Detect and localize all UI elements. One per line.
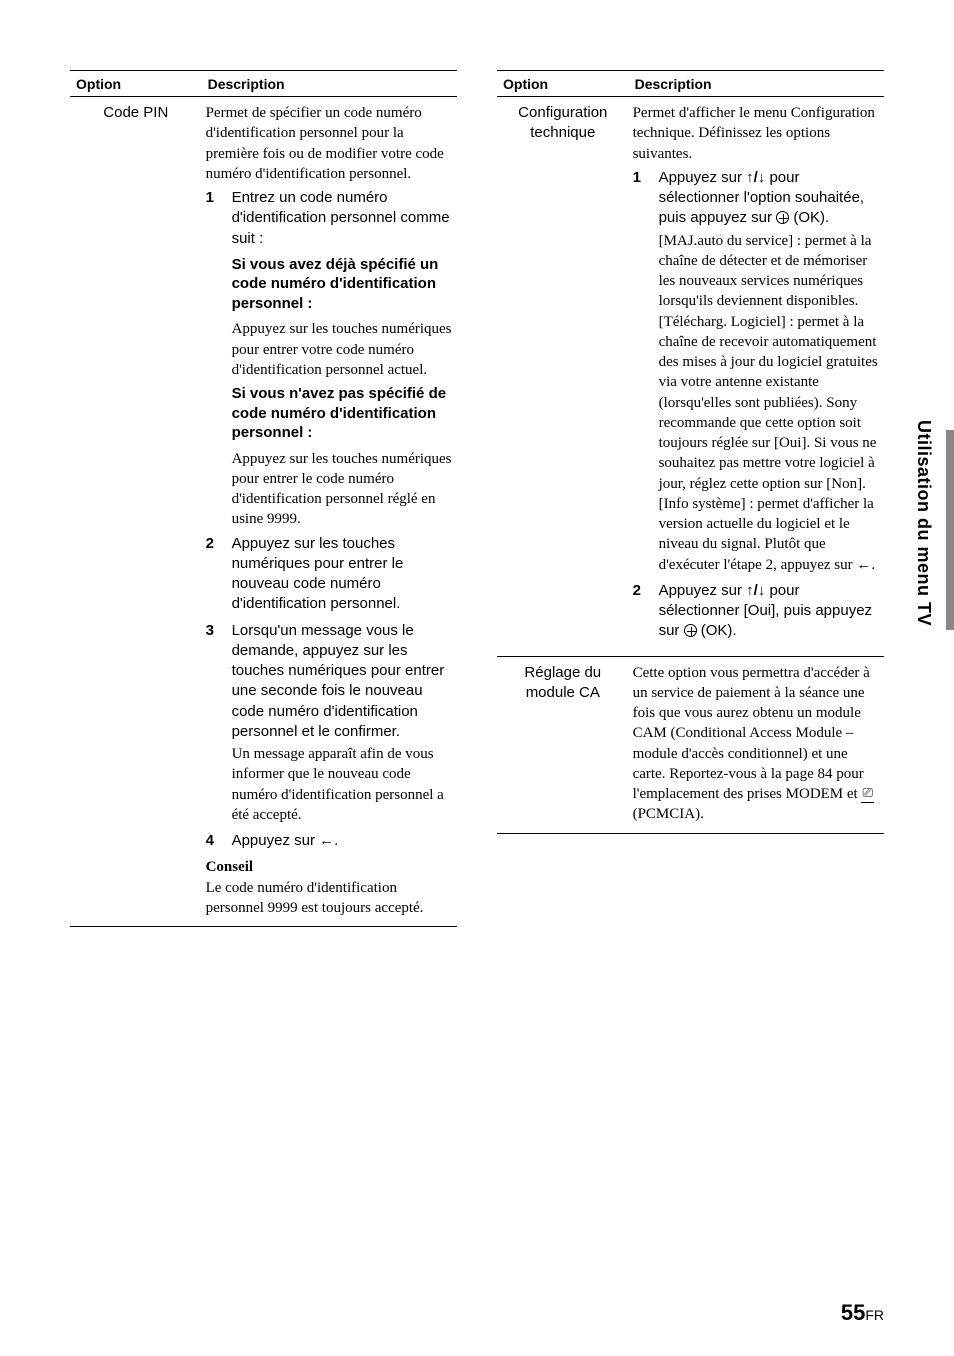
side-label: Utilisation du menu TV <box>913 420 934 626</box>
left-header-option: Option <box>70 71 202 97</box>
right-desc-config: Permet d'afficher le menu Configuration … <box>629 97 884 657</box>
right-option-module-ca: Réglage du module CA <box>497 656 629 833</box>
up-down-arrow-icon: ↑/↓ <box>746 169 765 186</box>
left-column: Option Description Code PIN Permet de sp… <box>70 70 457 927</box>
step-number: 2 <box>633 581 641 601</box>
tip-heading: Conseil <box>206 857 453 877</box>
intro-text: Permet de spécifier un code numéro d'ide… <box>206 103 453 184</box>
step-1: 1 Entrez un code numéro d'identification… <box>206 188 453 249</box>
page-number-suffix: FR <box>865 1307 884 1323</box>
pcmcia-slot-icon: ⎚ <box>861 784 873 803</box>
step-4-post: . <box>334 832 338 849</box>
step-4: 4 Appuyez sur ←. <box>206 831 453 851</box>
right-column: Option Description Configuration techniq… <box>497 70 884 927</box>
step-3: 3 Lorsqu'un message vous le demande, app… <box>206 621 453 826</box>
ok-icon <box>776 211 789 224</box>
right-option-config: Configuration technique <box>497 97 629 657</box>
left-header-description: Description <box>202 71 457 97</box>
left-arrow-icon: ← <box>319 832 334 849</box>
module-ca-text-post: (PCMCIA). <box>633 806 704 822</box>
ok-icon <box>684 624 697 637</box>
right-desc-module-ca: Cette option vous permettra d'accéder à … <box>629 656 884 833</box>
left-option-code-pin: Code PIN <box>70 97 202 927</box>
c2-pre: Appuyez sur <box>659 582 747 599</box>
left-desc-code-pin: Permet de spécifier un code numéro d'ide… <box>202 97 457 927</box>
c2-post: (OK). <box>697 622 737 639</box>
c1-post: (OK). <box>789 209 829 226</box>
page-number-value: 55 <box>841 1300 865 1325</box>
config-step-1: 1 Appuyez sur ↑/↓ pour sélectionner l'op… <box>633 168 880 575</box>
step-2-text: Appuyez sur les touches numériques pour … <box>232 535 404 613</box>
step-number: 1 <box>633 168 641 188</box>
c1-pre: Appuyez sur <box>659 169 747 186</box>
config-intro: Permet d'afficher le menu Configuration … <box>633 103 880 164</box>
sub-heading-2: Si vous n'avez pas spécifié de code numé… <box>206 384 453 443</box>
left-arrow-icon: ← <box>856 556 871 573</box>
sub-text-2: Appuyez sur les touches numériques pour … <box>206 449 453 530</box>
side-tab-bar <box>946 430 954 630</box>
page-number: 55FR <box>841 1300 884 1326</box>
tip-text: Le code numéro d'identification personne… <box>206 878 453 919</box>
step-2: 2 Appuyez sur les touches numériques pou… <box>206 534 453 615</box>
step-number: 2 <box>206 534 214 554</box>
step-number: 3 <box>206 621 214 641</box>
right-header-option: Option <box>497 71 629 97</box>
step-3-text-a: Lorsqu'un message vous le demande, appuy… <box>232 622 445 740</box>
config-body-post: . <box>871 557 875 573</box>
sub-heading-1: Si vous avez déjà spécifié un code numér… <box>206 255 453 314</box>
up-down-arrow-icon: ↑/↓ <box>746 582 765 599</box>
step-number: 1 <box>206 188 214 208</box>
step-4-pre: Appuyez sur <box>232 832 320 849</box>
sub-text-1: Appuyez sur les touches numériques pour … <box>206 319 453 380</box>
config-body: [MAJ.auto du service] : permet à la chaî… <box>659 233 878 573</box>
right-header-description: Description <box>629 71 884 97</box>
config-step-2: 2 Appuyez sur ↑/↓ pour sélectionner [Oui… <box>633 581 880 642</box>
module-ca-text: Cette option vous permettra d'accéder à … <box>633 665 870 803</box>
left-table: Option Description Code PIN Permet de sp… <box>70 70 457 927</box>
step-1-text: Entrez un code numéro d'identification p… <box>232 189 450 247</box>
step-3-text-b: Un message apparaît afin de vous informe… <box>232 744 453 825</box>
right-table: Option Description Configuration techniq… <box>497 70 884 834</box>
step-number: 4 <box>206 831 214 851</box>
